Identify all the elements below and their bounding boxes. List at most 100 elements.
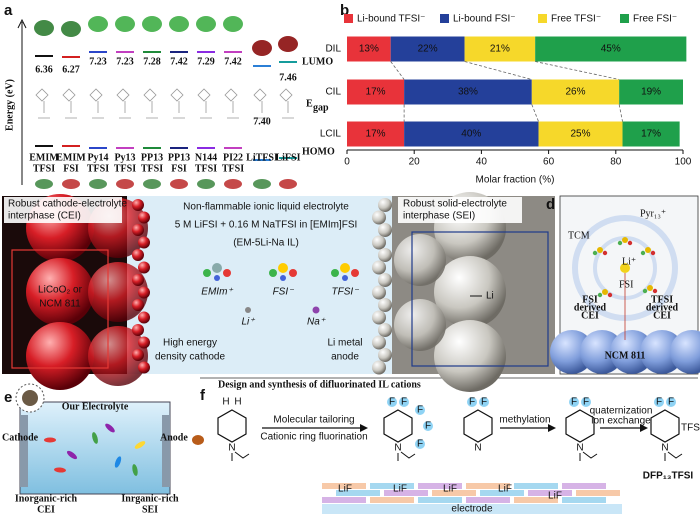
sei-layer [562,483,606,489]
structure [170,88,185,119]
bar-segment [404,79,532,105]
level-label: E [306,98,313,109]
x-tick-label: 0 [344,157,350,168]
ion-label: TFSI⁻ [332,287,360,298]
f-atom-bg [467,397,477,407]
f-atom-bg [423,421,433,431]
cei-label: FSI [582,294,598,305]
f-atom-bg [569,397,579,407]
caption: Li [486,291,494,302]
species-label: TFSI⁻ [681,423,700,434]
gap-value: 7.23 [116,56,134,67]
species-label: Li⁺ [622,256,636,267]
f-atom-bg [581,397,591,407]
structure [62,88,77,119]
data-label: 19% [641,87,661,98]
panel-label: e [4,389,12,406]
anode-sphere [394,299,446,351]
axis-title: Energy (eV) [4,79,15,131]
f-atom-bg [387,397,397,407]
cathode-particle [138,311,150,324]
caption: Li metal [327,338,362,349]
structure [253,88,268,119]
structure [116,88,131,119]
species-name: TFSI [141,163,163,174]
gap-value: 6.27 [62,64,80,75]
lumo-orbital [115,16,135,32]
atom-label: N [661,443,668,454]
ncm-sphere [670,330,700,374]
atom-label: F [583,397,589,408]
legend-swatch [440,14,449,23]
cathode-sphere [88,326,148,386]
chain [231,451,250,461]
molecule [351,269,359,277]
anode-particle [378,298,392,312]
panel-label: f [200,387,206,404]
species-name: TFSI [222,163,244,174]
cathode-particle [132,349,144,361]
cathode-particle [132,324,144,336]
species-label: FSI [619,279,633,290]
f-atom-bg [415,405,425,415]
atom-label: N [228,443,235,454]
y-tick-label: DIL [325,44,341,55]
legend-label: Free TFSI⁻ [551,14,601,25]
li-ion [245,307,251,313]
product-label: DFP₁₃TFSI [643,471,694,482]
gap-value: 7.40 [253,116,271,127]
anode-particle [372,310,386,325]
f-atom-bg [479,397,489,407]
atom-label: F [389,397,395,408]
label-bg [4,197,122,223]
species-name: FSI [171,163,187,174]
atom-label: H [234,397,241,408]
cathode-particle [138,286,150,299]
species-name: FSI [63,163,79,174]
caption: Cathode [2,432,39,443]
homo-orbital [170,179,188,189]
structure [35,88,50,119]
particle [22,390,38,406]
caption: Our Electrolyte [62,401,129,412]
y-tick-label: LCIL [320,129,342,140]
atom-label: F [481,397,487,408]
arrowhead [360,424,368,432]
anion [602,250,608,256]
sei-layer [466,497,510,503]
bar-segment [464,36,536,62]
atom-label: F [425,421,431,432]
cei-label: derived [574,302,607,313]
species-name: TFSI [114,163,136,174]
f-atom-bg [415,439,425,449]
panel-label: d [546,196,555,213]
atom-label: H [222,397,229,408]
cathode-particle [132,224,144,236]
lif-label: LiF [393,484,407,495]
x-tick-label: 80 [610,157,622,168]
sei-layer [418,483,462,489]
bar-segment [622,121,680,147]
legend-swatch [620,14,629,23]
bar-segment [404,121,539,147]
atom-label: F [417,439,423,450]
anion [640,250,646,256]
cathode-plate [20,415,28,487]
anode-particle [378,248,392,262]
molecule [342,275,348,281]
anion [627,240,633,246]
anion [647,285,653,291]
cathode-particle [138,211,150,224]
cathode-particle [138,236,150,249]
anion [642,288,648,294]
li-center [620,263,630,273]
lumo-orbital [61,21,81,37]
species-name: LiTFSI [246,152,278,163]
homo-orbital [224,179,242,189]
arrowhead [640,424,648,432]
caption: LiCoO₂ or [38,285,83,296]
sei-layer [480,490,524,496]
connector [618,104,623,122]
species-name: TFSI [87,163,109,174]
electrode [322,504,622,514]
